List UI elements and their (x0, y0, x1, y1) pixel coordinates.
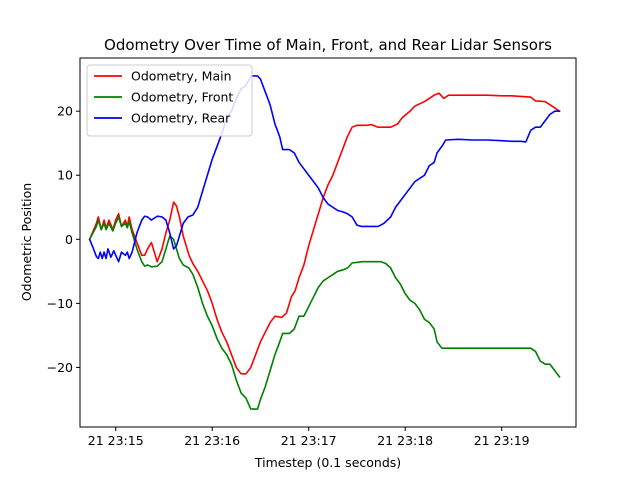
x-tick-label-3: 21 23:17 (281, 433, 337, 448)
legend-label-2: Odometry, Front (131, 90, 233, 105)
x-tick-label-5: 21 23:19 (474, 433, 530, 448)
series-line-2 (88, 216, 561, 410)
y-tick-label-2: −10 (47, 296, 73, 311)
y-tick-label-1: −20 (47, 360, 73, 375)
legend-label-3: Odometry, Rear (131, 111, 231, 126)
legend: Odometry, Main Odometry, Front Odometry, R… (86, 64, 253, 137)
plot-area (88, 75, 561, 410)
y-tick-label-5: 20 (57, 104, 73, 119)
x-tick-label-4: 21 23:18 (377, 433, 433, 448)
chart-title: Odometry Over Time of Main, Front, and R… (104, 36, 552, 54)
series-line-3 (88, 75, 561, 263)
plot-frame (79, 57, 577, 428)
y-axis-label: Odometric Position (19, 183, 34, 301)
series-line-1 (88, 92, 561, 375)
y-tick-label-4: 10 (57, 168, 73, 183)
y-tick-label-3: 0 (65, 232, 73, 247)
legend-box (86, 64, 253, 137)
x-tick-label-2: 21 23:16 (184, 433, 240, 448)
x-axis-label: Timestep (0.1 seconds) (254, 455, 401, 470)
x-tick-label-1: 21 23:15 (88, 433, 144, 448)
y-axis: −20 −10 0 10 20 (47, 104, 80, 375)
legend-label-1: Odometry, Main (131, 69, 232, 84)
x-axis: 21 23:15 21 23:16 21 23:17 21 23:18 21 23:19 (88, 427, 530, 448)
